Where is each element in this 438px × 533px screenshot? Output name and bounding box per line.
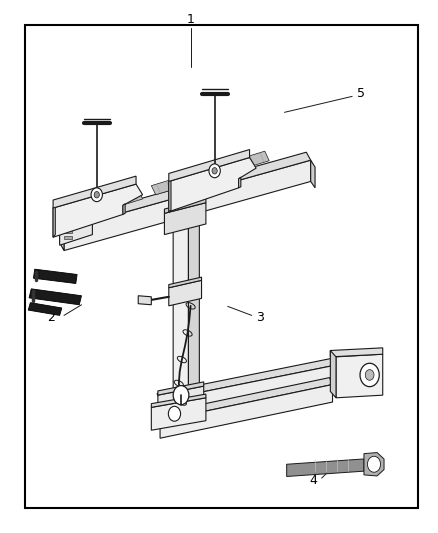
Bar [64, 223, 72, 227]
Text: 2: 2 [47, 311, 55, 324]
Text: 4: 4 [309, 474, 317, 487]
Polygon shape [151, 394, 206, 407]
Polygon shape [33, 269, 77, 284]
Polygon shape [164, 198, 206, 213]
Polygon shape [64, 160, 311, 251]
Polygon shape [311, 160, 315, 188]
Polygon shape [28, 303, 62, 316]
Polygon shape [53, 176, 136, 208]
Polygon shape [160, 365, 337, 418]
Polygon shape [173, 222, 188, 405]
Polygon shape [169, 277, 201, 288]
Polygon shape [169, 158, 256, 212]
Polygon shape [158, 382, 204, 395]
Polygon shape [364, 453, 384, 476]
Polygon shape [160, 384, 332, 438]
Circle shape [91, 188, 102, 201]
Circle shape [365, 369, 374, 380]
Polygon shape [215, 151, 269, 176]
Polygon shape [60, 152, 311, 229]
Bar [64, 229, 72, 233]
Polygon shape [157, 358, 337, 400]
Polygon shape [158, 386, 204, 416]
Polygon shape [123, 204, 125, 214]
Polygon shape [239, 177, 241, 188]
Polygon shape [188, 222, 199, 403]
Polygon shape [88, 189, 143, 214]
Polygon shape [60, 211, 92, 245]
Polygon shape [169, 280, 201, 306]
Polygon shape [53, 184, 143, 237]
Polygon shape [151, 398, 206, 430]
Circle shape [212, 167, 217, 174]
Circle shape [94, 191, 99, 198]
Text: 3: 3 [257, 311, 265, 324]
Polygon shape [164, 203, 206, 235]
Polygon shape [60, 221, 64, 251]
Circle shape [367, 456, 381, 472]
Polygon shape [169, 180, 171, 212]
Circle shape [209, 164, 220, 177]
Circle shape [173, 385, 189, 405]
Polygon shape [53, 205, 55, 237]
Polygon shape [157, 377, 332, 421]
Polygon shape [336, 354, 383, 398]
Polygon shape [330, 348, 383, 357]
Circle shape [360, 364, 379, 386]
Circle shape [168, 406, 180, 421]
Polygon shape [29, 289, 81, 305]
Text: 1: 1 [187, 13, 194, 26]
Text: 5: 5 [357, 87, 365, 100]
Polygon shape [330, 351, 336, 398]
Polygon shape [138, 296, 151, 305]
Polygon shape [287, 459, 364, 477]
Polygon shape [169, 150, 250, 181]
Polygon shape [151, 170, 206, 195]
Bar [64, 236, 72, 239]
